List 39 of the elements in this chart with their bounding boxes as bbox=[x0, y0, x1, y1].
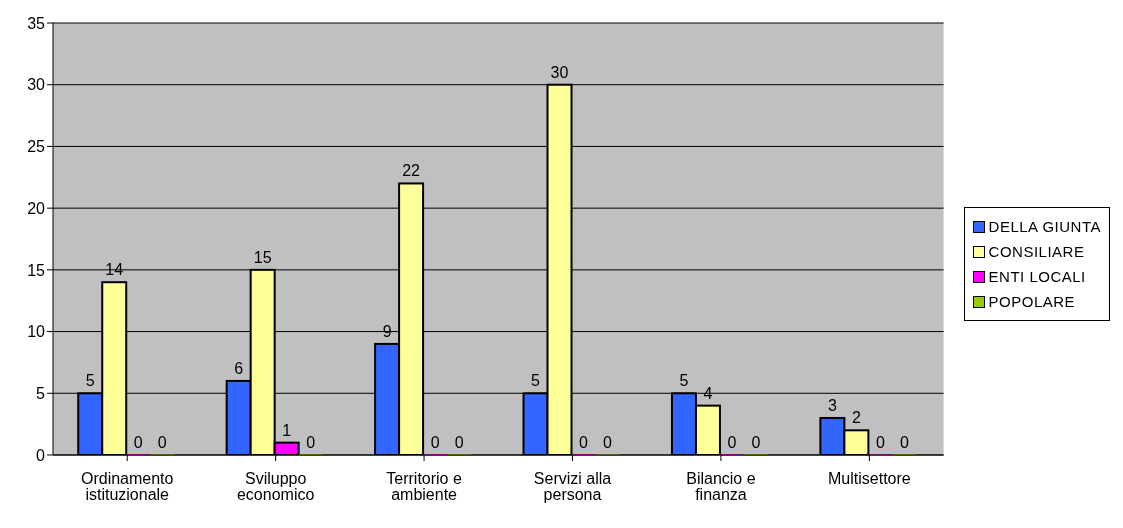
x-tick-label: Bilancio e finanza bbox=[686, 470, 756, 504]
y-tick-label: 20 bbox=[27, 199, 46, 217]
legend-label: CONSILIARE bbox=[988, 242, 1085, 262]
data-label: 0 bbox=[727, 434, 737, 451]
data-label: 0 bbox=[603, 434, 613, 451]
y-tick-label: 5 bbox=[36, 384, 46, 402]
data-label: 5 bbox=[531, 372, 541, 390]
data-label: 6 bbox=[234, 359, 244, 377]
data-label: 1 bbox=[282, 421, 292, 439]
data-label: 0 bbox=[875, 434, 885, 451]
data-label: 5 bbox=[679, 372, 689, 390]
data-label: 0 bbox=[751, 434, 761, 451]
data-label: 0 bbox=[899, 434, 909, 451]
y-tick-label: 0 bbox=[36, 446, 46, 464]
x-tick-label: Ordinamento istituzionale bbox=[80, 470, 174, 504]
x-tick-label: Multisettore bbox=[828, 470, 911, 488]
x-tick-label: Servizi alla persona bbox=[533, 470, 612, 504]
legend-label: DELLA GIUNTA bbox=[988, 217, 1101, 237]
data-label: 0 bbox=[430, 434, 440, 451]
data-label: 15 bbox=[253, 248, 272, 266]
data-label: 0 bbox=[133, 434, 143, 451]
x-tick-label: Sviluppo economico bbox=[236, 470, 315, 504]
data-label: 3 bbox=[827, 396, 837, 414]
y-tick-label: 25 bbox=[27, 138, 46, 156]
y-tick-label: 15 bbox=[27, 261, 46, 279]
data-label: 2 bbox=[851, 409, 861, 427]
data-label: 0 bbox=[579, 434, 589, 451]
data-label: 0 bbox=[157, 434, 167, 451]
y-tick-label: 35 bbox=[27, 14, 46, 32]
data-label: 0 bbox=[454, 434, 464, 451]
data-label: 0 bbox=[306, 434, 316, 451]
data-label: 30 bbox=[550, 63, 569, 81]
y-tick-label: 10 bbox=[27, 323, 46, 341]
x-tick-label: Territorio e ambiente bbox=[386, 470, 462, 504]
legend-label: ENTI LOCALI bbox=[988, 267, 1086, 287]
data-label: 5 bbox=[85, 372, 95, 390]
data-label: 22 bbox=[402, 162, 421, 180]
legend-label: POPOLARE bbox=[988, 292, 1076, 312]
y-tick-label: 30 bbox=[27, 76, 46, 94]
